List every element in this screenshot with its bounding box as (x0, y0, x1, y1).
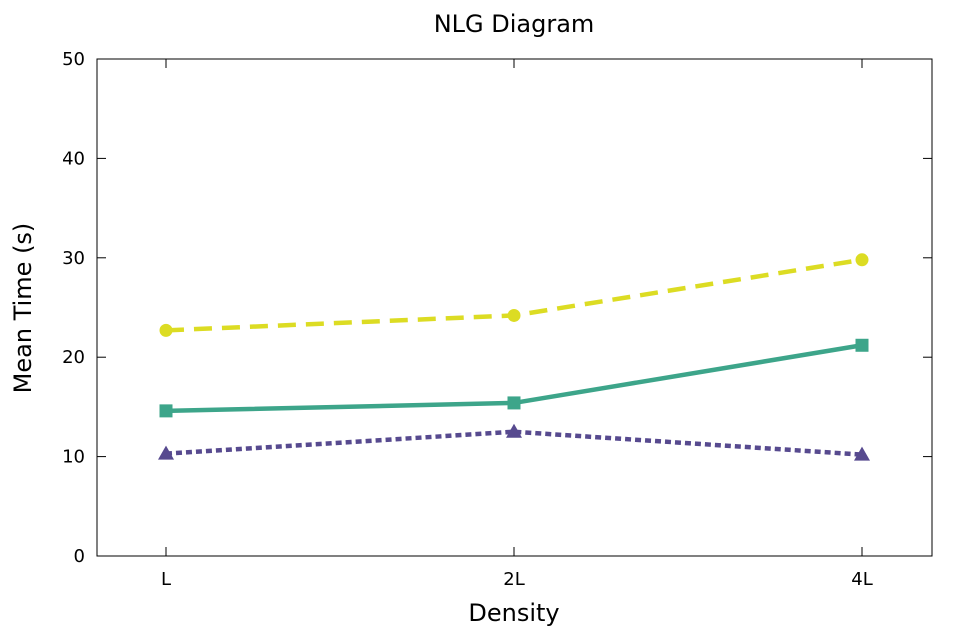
x-tick-label: L (161, 569, 171, 590)
x-axis-title: Density (468, 599, 559, 627)
x-axis: L 2L 4L (161, 59, 873, 590)
series-3-point (854, 446, 870, 461)
x-tick-label: 2L (503, 569, 524, 590)
y-axis-title: Mean Time (s) (9, 223, 37, 394)
x-tick-label: 4L (851, 569, 872, 590)
series-3-line (165, 429, 863, 457)
y-tick-label: 50 (62, 49, 85, 70)
series-1-point (855, 253, 869, 267)
series-3-point (158, 445, 174, 460)
series-2-point (855, 338, 869, 352)
plot-area-frame (96, 58, 933, 557)
y-tick-label: 10 (62, 447, 85, 468)
series-3-point (506, 423, 522, 438)
y-tick-label: 0 (74, 546, 85, 567)
series-markers (158, 253, 870, 461)
chart-title: NLG Diagram (434, 10, 595, 38)
y-tick-label: 20 (62, 347, 85, 368)
series-2-point (507, 396, 521, 410)
y-tick-label: 40 (62, 148, 85, 169)
series-1-point (507, 308, 521, 322)
series-1-point (159, 323, 173, 337)
y-axis: 0 10 20 30 40 50 (62, 49, 932, 567)
series-2-point (159, 404, 173, 418)
y-tick-label: 30 (62, 248, 85, 269)
